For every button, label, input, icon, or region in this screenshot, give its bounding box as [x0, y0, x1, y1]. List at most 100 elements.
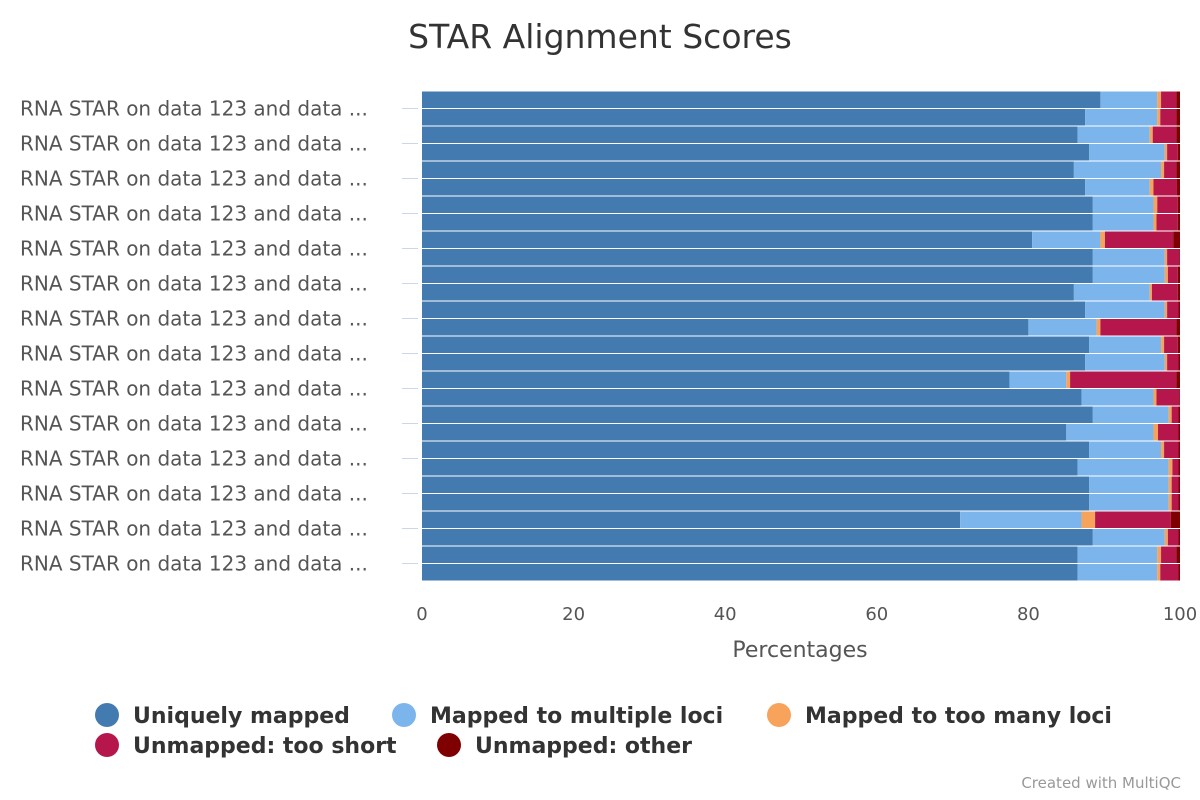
bar-segment-mapped-to-too-many-loci[interactable] — [1164, 529, 1168, 546]
bar-segment-unmapped-other[interactable] — [1176, 161, 1180, 179]
bar-segment-mapped-to-too-many-loci[interactable] — [1153, 424, 1159, 441]
bar-segment-mapped-to-multiple-loci[interactable] — [1077, 546, 1158, 564]
bar-segment-unmapped-too-short[interactable] — [1164, 336, 1178, 354]
bar-segment-unmapped-other[interactable] — [1178, 564, 1180, 581]
bar-segment-mapped-to-too-many-loci[interactable] — [1100, 231, 1105, 249]
bar-segment-mapped-to-multiple-loci[interactable] — [1092, 266, 1165, 284]
bar-segment-unmapped-too-short[interactable] — [1172, 459, 1179, 476]
bar-segment-unmapped-other[interactable] — [1178, 459, 1180, 476]
bar-segment-mapped-to-multiple-loci[interactable] — [960, 511, 1082, 529]
bar-segment-unmapped-too-short[interactable] — [1167, 301, 1179, 319]
bar-segment-uniquely-mapped[interactable] — [422, 424, 1067, 441]
bar-segment-unmapped-other[interactable] — [1176, 179, 1180, 196]
bar-segment-mapped-to-too-many-loci[interactable] — [1164, 249, 1168, 266]
bar-segment-mapped-to-multiple-loci[interactable] — [1089, 144, 1165, 161]
bar-segment-unmapped-too-short[interactable] — [1158, 424, 1179, 441]
bar-segment-uniquely-mapped[interactable] — [422, 511, 961, 529]
bar-segment-unmapped-other[interactable] — [1177, 214, 1180, 231]
legend-marker-mapped-to-too-many-loci[interactable] — [767, 703, 791, 727]
bar-segment-mapped-to-multiple-loci[interactable] — [1092, 214, 1154, 231]
bar-segment-mapped-to-multiple-loci[interactable] — [1077, 564, 1158, 581]
bar-segment-unmapped-other[interactable] — [1178, 529, 1180, 546]
bar-segment-unmapped-other[interactable] — [1170, 511, 1180, 529]
bar-segment-mapped-to-too-many-loci[interactable] — [1164, 301, 1168, 319]
bar-segment-mapped-to-multiple-loci[interactable] — [1089, 336, 1162, 354]
bar-segment-uniquely-mapped[interactable] — [422, 564, 1078, 581]
bar-segment-unmapped-other[interactable] — [1176, 109, 1180, 126]
legend-label-unmapped-other[interactable]: Unmapped: other — [475, 734, 692, 759]
bar-segment-unmapped-other[interactable] — [1176, 371, 1180, 389]
bar-segment-uniquely-mapped[interactable] — [422, 459, 1078, 476]
bar-segment-uniquely-mapped[interactable] — [422, 406, 1093, 424]
bar-segment-mapped-to-multiple-loci[interactable] — [1092, 196, 1154, 214]
bar-segment-mapped-to-too-many-loci[interactable] — [1161, 336, 1165, 354]
bar-segment-unmapped-too-short[interactable] — [1156, 389, 1180, 406]
bar-segment-unmapped-too-short[interactable] — [1164, 441, 1179, 459]
bar-segment-uniquely-mapped[interactable] — [422, 389, 1082, 406]
legend-marker-uniquely-mapped[interactable] — [95, 703, 119, 727]
bar-segment-mapped-to-multiple-loci[interactable] — [1073, 161, 1162, 179]
bar-segment-unmapped-too-short[interactable] — [1156, 214, 1178, 231]
bar-segment-uniquely-mapped[interactable] — [422, 126, 1078, 144]
bar-segment-mapped-to-too-many-loci[interactable] — [1157, 91, 1162, 109]
bar-segment-mapped-to-too-many-loci[interactable] — [1157, 546, 1162, 564]
bar-segment-mapped-to-multiple-loci[interactable] — [1092, 406, 1169, 424]
bar-segment-mapped-to-multiple-loci[interactable] — [1085, 301, 1165, 319]
bar-segment-uniquely-mapped[interactable] — [422, 371, 1010, 389]
bar-segment-unmapped-other[interactable] — [1177, 144, 1180, 161]
bar-segment-mapped-to-too-many-loci[interactable] — [1168, 406, 1172, 424]
bar-segment-mapped-to-multiple-loci[interactable] — [1089, 476, 1169, 494]
legend-label-uniquely-mapped[interactable]: Uniquely mapped — [133, 704, 350, 729]
bar-segment-unmapped-other[interactable] — [1178, 494, 1180, 511]
bar-segment-unmapped-other[interactable] — [1176, 319, 1180, 336]
bar-segment-unmapped-other[interactable] — [1177, 336, 1180, 354]
bar-segment-mapped-to-multiple-loci[interactable] — [1032, 231, 1101, 249]
bar-segment-mapped-to-too-many-loci[interactable] — [1066, 371, 1071, 389]
bar-segment-unmapped-too-short[interactable] — [1152, 126, 1177, 144]
bar-segment-mapped-to-too-many-loci[interactable] — [1168, 494, 1172, 511]
bar-segment-uniquely-mapped[interactable] — [422, 354, 1086, 371]
bar-segment-mapped-to-multiple-loci[interactable] — [1100, 91, 1158, 109]
bar-segment-mapped-to-multiple-loci[interactable] — [1085, 354, 1165, 371]
bar-segment-mapped-to-too-many-loci[interactable] — [1149, 179, 1154, 196]
bar-segment-mapped-to-multiple-loci[interactable] — [1028, 319, 1097, 336]
bar-segment-mapped-to-too-many-loci[interactable] — [1081, 511, 1096, 529]
bar-segment-mapped-to-too-many-loci[interactable] — [1153, 214, 1157, 231]
bar-segment-mapped-to-too-many-loci[interactable] — [1153, 196, 1158, 214]
credit-label[interactable]: Created with MultiQC — [1021, 774, 1181, 792]
bar-segment-unmapped-other[interactable] — [1177, 196, 1180, 214]
bar-segment-unmapped-too-short[interactable] — [1151, 284, 1178, 301]
bar-segment-mapped-to-multiple-loci[interactable] — [1066, 424, 1154, 441]
legend-marker-unmapped-other[interactable] — [437, 733, 461, 757]
bar-segment-uniquely-mapped[interactable] — [422, 441, 1090, 459]
bar-segment-uniquely-mapped[interactable] — [422, 109, 1086, 126]
legend-label-mapped-to-too-many-loci[interactable]: Mapped to too many loci — [805, 704, 1112, 729]
bar-segment-uniquely-mapped[interactable] — [422, 546, 1078, 564]
bar-segment-unmapped-other[interactable] — [1178, 301, 1180, 319]
bar-segment-mapped-to-multiple-loci[interactable] — [1073, 284, 1150, 301]
bar-segment-unmapped-other[interactable] — [1176, 126, 1180, 144]
bar-segment-mapped-to-multiple-loci[interactable] — [1077, 126, 1150, 144]
bar-segment-unmapped-other[interactable] — [1176, 91, 1180, 109]
bar-segment-uniquely-mapped[interactable] — [422, 476, 1090, 494]
bar-segment-mapped-to-multiple-loci[interactable] — [1089, 494, 1169, 511]
bar-segment-unmapped-too-short[interactable] — [1161, 91, 1177, 109]
bar-segment-unmapped-too-short[interactable] — [1160, 109, 1177, 126]
bar-segment-mapped-to-too-many-loci[interactable] — [1161, 441, 1165, 459]
bar-segment-unmapped-too-short[interactable] — [1167, 144, 1178, 161]
bar-segment-mapped-to-too-many-loci[interactable] — [1164, 144, 1168, 161]
bar-segment-uniquely-mapped[interactable] — [422, 266, 1093, 284]
bar-segment-mapped-to-too-many-loci[interactable] — [1164, 354, 1168, 371]
bar-segment-unmapped-too-short[interactable] — [1164, 161, 1177, 179]
bar-segment-mapped-to-too-many-loci[interactable] — [1164, 266, 1168, 284]
bar-segment-unmapped-other[interactable] — [1178, 354, 1180, 371]
bar-segment-unmapped-too-short[interactable] — [1070, 371, 1177, 389]
bar-segment-unmapped-too-short[interactable] — [1167, 266, 1178, 284]
bar-segment-uniquely-mapped[interactable] — [422, 336, 1090, 354]
bar-segment-mapped-to-multiple-loci[interactable] — [1089, 441, 1162, 459]
bar-segment-unmapped-too-short[interactable] — [1100, 319, 1177, 336]
bar-segment-unmapped-other[interactable] — [1178, 441, 1180, 459]
bar-segment-unmapped-other[interactable] — [1178, 406, 1180, 424]
legend-label-unmapped-too-short[interactable]: Unmapped: too short — [133, 734, 397, 759]
bar-segment-unmapped-other[interactable] — [1178, 476, 1180, 494]
